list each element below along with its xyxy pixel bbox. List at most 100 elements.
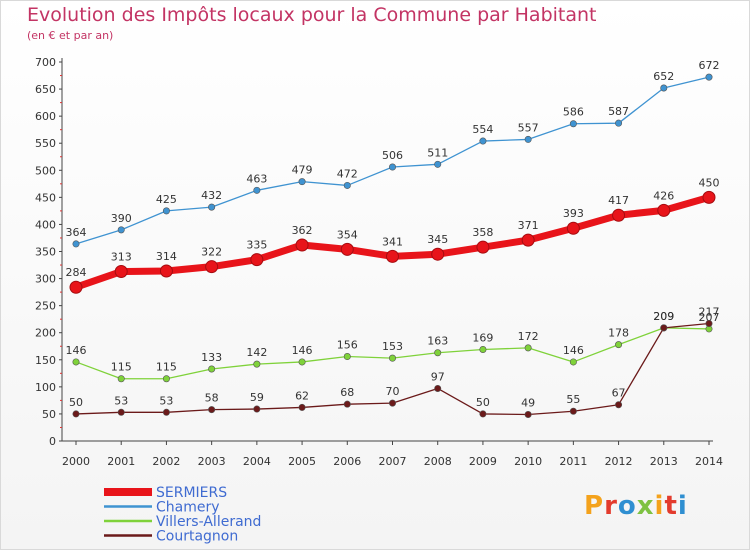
y-tick-label: 150 (35, 354, 56, 367)
data-point (159, 264, 173, 278)
data-point (162, 207, 170, 215)
data-point (208, 406, 216, 414)
y-tick-label: 350 (35, 246, 56, 259)
data-label: 55 (566, 393, 580, 406)
logo-letter: r (604, 491, 618, 521)
legend-label: Chamery (156, 500, 220, 516)
data-label: 50 (69, 396, 83, 409)
y-tick-label: 600 (35, 110, 56, 123)
data-point (205, 260, 219, 274)
data-label: 59 (250, 391, 264, 404)
data-point (705, 320, 713, 328)
data-point (660, 324, 668, 332)
data-point (117, 408, 125, 416)
logo-letter: P (584, 491, 605, 521)
proxiti-logo: Proxiti (584, 491, 688, 521)
data-label: 53 (159, 394, 173, 407)
data-point (340, 242, 354, 256)
data-label: 354 (337, 228, 358, 241)
x-tick-label: 2013 (650, 455, 678, 468)
x-tick-label: 2008 (424, 455, 452, 468)
data-label: 146 (292, 344, 313, 357)
data-label: 115 (156, 361, 177, 374)
y-tick-label: 400 (35, 218, 56, 231)
data-label: 479 (292, 164, 313, 177)
data-label: 313 (111, 251, 132, 264)
data-label: 362 (292, 224, 313, 237)
data-label: 53 (114, 394, 128, 407)
data-point (72, 240, 80, 248)
data-point (434, 160, 442, 168)
data-point (569, 358, 577, 366)
data-label: 50 (476, 396, 490, 409)
data-point (295, 238, 309, 252)
data-label: 172 (518, 330, 539, 343)
data-label: 364 (66, 226, 87, 239)
data-point (253, 186, 261, 194)
data-point (298, 403, 306, 411)
data-label: 115 (111, 361, 132, 374)
data-point (343, 400, 351, 408)
data-label: 335 (246, 239, 267, 252)
legend-label: SERMIERS (156, 485, 227, 501)
data-point (208, 203, 216, 211)
data-point (479, 345, 487, 353)
x-tick-label: 2002 (152, 455, 180, 468)
data-label: 426 (653, 189, 674, 202)
y-tick-label: 500 (35, 164, 56, 177)
data-label: 390 (111, 212, 132, 225)
x-tick-label: 2004 (243, 455, 271, 468)
data-label: 217 (699, 306, 720, 319)
data-label: 68 (340, 386, 354, 399)
data-label: 163 (427, 335, 448, 348)
x-tick-label: 2012 (605, 455, 633, 468)
y-tick-label: 0 (49, 435, 56, 448)
data-point (569, 120, 577, 128)
logo-letter: i (677, 491, 688, 521)
data-point (479, 137, 487, 145)
data-label: 284 (66, 266, 87, 279)
x-tick-label: 2003 (198, 455, 226, 468)
data-label: 70 (386, 385, 400, 398)
data-point (208, 365, 216, 373)
x-tick-label: 2001 (107, 455, 135, 468)
data-point (298, 178, 306, 186)
data-label: 49 (521, 396, 535, 409)
chart-title: Evolution des Impôts locaux pour la Comm… (27, 4, 597, 26)
x-tick-label: 2000 (62, 455, 90, 468)
data-point (114, 265, 128, 279)
logo-letter: t (664, 491, 678, 521)
data-label: 587 (608, 105, 629, 118)
data-point (117, 375, 125, 383)
data-label: 425 (156, 193, 177, 206)
y-tick-label: 700 (35, 56, 56, 69)
data-point (388, 163, 396, 171)
data-label: 554 (472, 123, 493, 136)
data-point (524, 135, 532, 143)
data-point (162, 375, 170, 383)
data-point (343, 353, 351, 361)
x-tick-label: 2011 (559, 455, 587, 468)
data-label: 142 (246, 346, 267, 359)
data-label: 153 (382, 340, 403, 353)
data-point (343, 181, 351, 189)
data-point (566, 221, 580, 235)
data-point (476, 240, 490, 254)
data-label: 371 (518, 219, 539, 232)
data-label: 463 (246, 172, 267, 185)
data-point (702, 190, 716, 204)
data-point (117, 226, 125, 234)
x-tick-label: 2007 (379, 455, 407, 468)
data-point (431, 247, 445, 261)
data-point (386, 249, 399, 263)
data-label: 169 (472, 331, 493, 344)
data-label: 450 (699, 176, 720, 189)
logo-letter: x (636, 491, 655, 521)
data-point (298, 358, 306, 366)
data-label: 178 (608, 327, 629, 340)
data-label: 557 (518, 121, 539, 134)
data-point (162, 408, 170, 416)
y-tick-label: 200 (35, 327, 56, 340)
chart-subtitle: (en € et par an) (27, 29, 114, 42)
